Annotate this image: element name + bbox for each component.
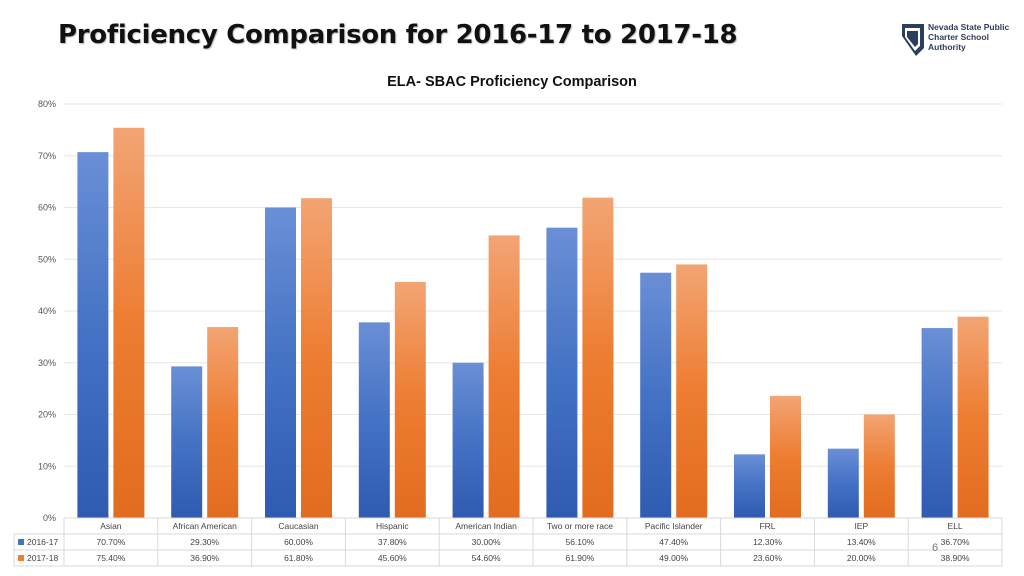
category-label: Hispanic <box>376 521 409 531</box>
y-tick-label: 80% <box>38 99 56 109</box>
category-label: American Indian <box>455 521 517 531</box>
data-label: 20.00% <box>847 553 876 563</box>
bar-2016-17 <box>171 366 203 518</box>
data-label: 75.40% <box>96 553 125 563</box>
bar-2016-17 <box>452 362 484 518</box>
category-label: Two or more race <box>547 521 613 531</box>
bar-2017-18 <box>582 197 614 519</box>
category-label: Caucasian <box>278 521 318 531</box>
data-label: 60.00% <box>284 537 313 547</box>
category-label: Asian <box>100 521 122 531</box>
data-label: 61.80% <box>284 553 313 563</box>
bar-2016-17 <box>265 207 296 518</box>
page-number: 6 <box>932 542 939 554</box>
logo-line: Nevada State Public <box>928 22 1010 32</box>
data-label: 37.80% <box>378 537 407 547</box>
bar-2017-18 <box>957 316 989 518</box>
data-label: 29.30% <box>190 537 219 547</box>
y-tick-label: 30% <box>38 358 56 368</box>
y-tick-label: 70% <box>38 151 56 161</box>
data-label: 12.30% <box>753 537 782 547</box>
bar-2017-18 <box>488 235 520 518</box>
data-label: 30.00% <box>472 537 501 547</box>
y-tick-label: 50% <box>38 254 56 264</box>
bar-2017-18 <box>770 395 801 518</box>
bar-2016-17 <box>921 328 953 518</box>
data-label: 61.90% <box>565 553 594 563</box>
data-label: 36.70% <box>941 537 970 547</box>
data-label: 54.60% <box>472 553 501 563</box>
bar-2016-17 <box>734 454 765 518</box>
logo-text: Nevada State Public Charter School Autho… <box>928 22 1020 52</box>
legend-swatch <box>18 555 24 561</box>
y-tick-label: 40% <box>38 306 56 316</box>
bar-2016-17 <box>77 152 109 518</box>
category-label: African American <box>173 521 238 531</box>
logo: Nevada State Public Charter School Autho… <box>900 22 1020 62</box>
category-label: ELL <box>948 521 963 531</box>
bar-2016-17 <box>546 227 578 518</box>
chart-title: ELA- SBAC Proficiency Comparison <box>387 74 637 90</box>
data-label: 70.70% <box>96 537 125 547</box>
bar-2017-18 <box>301 198 332 518</box>
bar-2017-18 <box>676 264 708 518</box>
data-label: 13.40% <box>847 537 876 547</box>
logo-line: Charter School <box>928 32 989 42</box>
bar-2016-17 <box>640 272 672 518</box>
data-label: 49.00% <box>659 553 688 563</box>
y-tick-label: 0% <box>43 513 56 523</box>
bar-2016-17 <box>358 322 390 518</box>
legend-label: 2017-18 <box>27 553 58 563</box>
legend-label: 2016-17 <box>27 537 58 547</box>
data-label: 56.10% <box>565 537 594 547</box>
bar-2016-17 <box>827 448 859 518</box>
bar-2017-18 <box>394 282 426 518</box>
data-label: 23.60% <box>753 553 782 563</box>
data-label: 47.40% <box>659 537 688 547</box>
data-label: 45.60% <box>378 553 407 563</box>
y-tick-label: 20% <box>38 410 56 420</box>
nevada-state-icon <box>902 24 924 56</box>
category-label: Pacific Islander <box>645 521 703 531</box>
logo-line: Authority <box>928 42 966 52</box>
legend-swatch <box>18 539 24 545</box>
bar-2017-18 <box>207 327 239 518</box>
category-label: FRL <box>759 521 775 531</box>
data-label: 38.90% <box>941 553 970 563</box>
category-label: IEP <box>854 521 868 531</box>
y-tick-label: 10% <box>38 461 56 471</box>
slide-title: Proficiency Comparison for 2016-17 to 20… <box>58 20 738 50</box>
bar-2017-18 <box>863 414 895 518</box>
y-tick-label: 60% <box>38 203 56 213</box>
data-label: 36.90% <box>190 553 219 563</box>
bar-2017-18 <box>113 127 145 519</box>
